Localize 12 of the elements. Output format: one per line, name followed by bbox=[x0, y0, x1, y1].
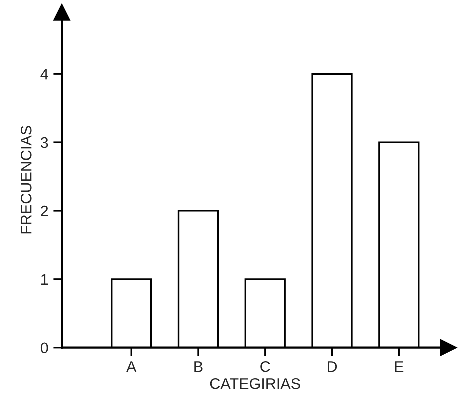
x-tick-label: D bbox=[328, 362, 338, 372]
x-tick-label: B bbox=[194, 362, 203, 372]
y-tick-label: 3 bbox=[40, 137, 48, 148]
y-tick-label: 0 bbox=[40, 342, 48, 354]
x-tick-label: E bbox=[395, 362, 404, 372]
x-tick-label: A bbox=[126, 362, 137, 372]
y-axis-title: FRECUENCIAS bbox=[20, 126, 32, 234]
y-tick-label: 1 bbox=[42, 274, 48, 285]
y-tick-label: 4 bbox=[40, 69, 48, 80]
x-tick-label: C bbox=[260, 361, 270, 372]
x-axis-title: CATEGIRIAS bbox=[210, 378, 300, 390]
y-tick-label: 2 bbox=[41, 206, 48, 217]
